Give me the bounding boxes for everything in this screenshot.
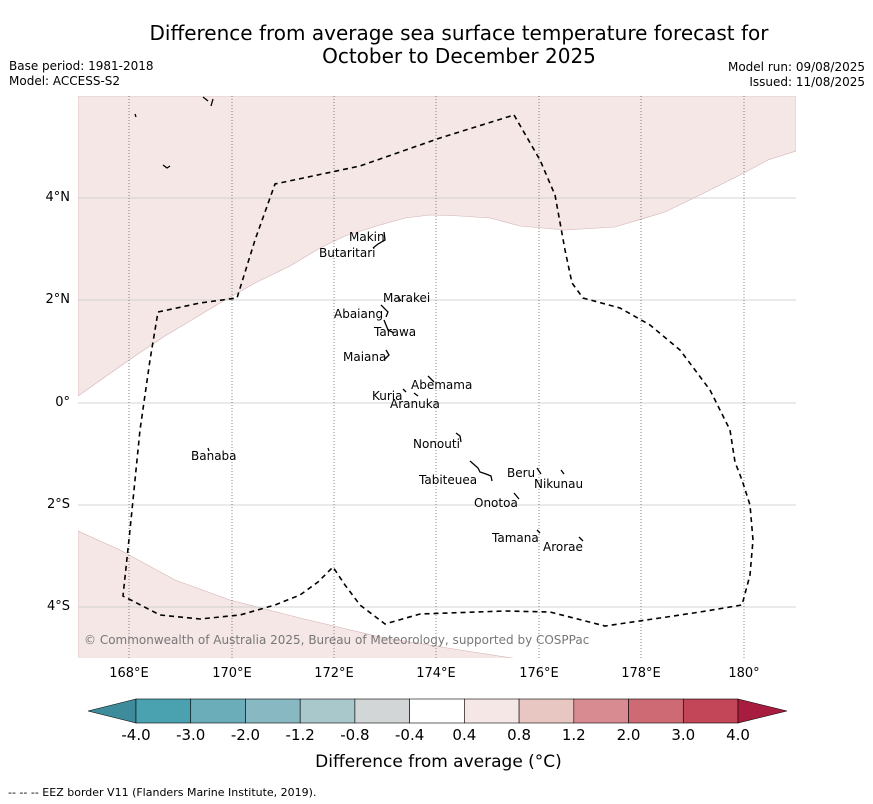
lon-label-172e: 172°E xyxy=(314,666,354,681)
island-coastlines xyxy=(134,96,584,542)
longitude-gridlines xyxy=(128,96,745,658)
place-beru: Beru xyxy=(507,466,535,480)
lon-label-178e: 178°E xyxy=(621,666,661,681)
colorbar-tick-label: -3.0 xyxy=(176,726,206,744)
lat-label-2s: 2°S xyxy=(46,497,70,512)
place-tarawa: Tarawa xyxy=(373,325,416,339)
colorbar-cell xyxy=(354,698,410,724)
colorbar-tick-label: -4.0 xyxy=(121,726,151,744)
model-name: Model: ACCESS-S2 xyxy=(9,74,121,88)
title-line-1: Difference from average sea surface temp… xyxy=(149,21,769,45)
place-abemama: Abemama xyxy=(411,378,472,392)
place-makin: Makin xyxy=(349,230,385,244)
colorbar-tick-label: 0.8 xyxy=(507,726,531,744)
colorbar-tick-label: -0.4 xyxy=(394,726,425,744)
title-line-2: October to December 2025 xyxy=(322,44,596,68)
lon-label-168e: 168°E xyxy=(109,666,149,681)
place-maiana: Maiana xyxy=(343,350,386,364)
colorbar-tick-label: -0.8 xyxy=(340,726,370,744)
colorbar-tick-label: 3.0 xyxy=(671,726,696,744)
colorbar-min-extend xyxy=(87,698,137,724)
colorbar-tick-label: -2.0 xyxy=(230,726,261,744)
lat-label-2n: 2°N xyxy=(45,292,71,307)
place-butaritari: Butaritari xyxy=(319,246,376,260)
place-marakei: Marakei xyxy=(383,291,430,305)
eez-border xyxy=(122,114,754,627)
colorbar-cell xyxy=(245,698,301,724)
lat-label-4s: 4°S xyxy=(46,599,70,614)
anomaly-region-north xyxy=(78,96,796,397)
place-kuria: Kuria xyxy=(372,389,403,403)
issued-date: Issued: 11/08/2025 xyxy=(749,75,865,89)
lon-label-170e: 170°E xyxy=(212,666,252,681)
right-metadata: Model run: 09/08/2025 Issued: 11/08/2025 xyxy=(728,60,865,90)
lon-label-174e: 174°E xyxy=(416,666,456,681)
colorbar-cell xyxy=(190,698,246,724)
left-metadata: Base period: 1981-2018 Model: ACCESS-S2 xyxy=(9,59,154,89)
lon-label-180: 180° xyxy=(728,666,760,681)
colorbar-cell xyxy=(409,698,465,724)
colorbar-cell xyxy=(135,698,192,724)
place-nikunau: Nikunau xyxy=(534,477,583,491)
colorbar-label: Difference from average (°C) xyxy=(315,752,562,772)
place-banaba: Banaba xyxy=(191,449,237,463)
copyright-notice: © Commonwealth of Australia 2025, Bureau… xyxy=(84,633,590,647)
colorbar-cell xyxy=(628,698,684,724)
colorbar-tick-label: 2.0 xyxy=(616,726,641,744)
colorbar-cell xyxy=(299,698,356,724)
place-tamana: Tamana xyxy=(491,531,539,545)
lat-label-0: 0° xyxy=(55,395,70,410)
colorbar-max-extend xyxy=(737,698,788,724)
place-arorae: Arorae xyxy=(543,540,583,554)
colorbar xyxy=(87,698,788,724)
colorbar-tick-label: 0.4 xyxy=(452,726,477,744)
colorbar-tick-label: 1.2 xyxy=(561,726,586,744)
colorbar-cell xyxy=(464,698,520,724)
place-nonouti: Nonouti xyxy=(413,437,460,451)
place-onotoa: Onotoa xyxy=(474,496,518,510)
place-tabiteuea: Tabiteuea xyxy=(418,473,477,487)
map-title: Difference from average sea surface temp… xyxy=(0,22,873,68)
colorbar-tick-label: 4.0 xyxy=(726,726,750,744)
place-aranuka: Aranuka xyxy=(390,397,440,411)
lon-label-176e: 176°E xyxy=(519,666,559,681)
colorbar-cell xyxy=(682,698,739,724)
place-abaiang: Abaiang xyxy=(334,307,383,321)
lat-label-4n: 4°N xyxy=(45,190,71,205)
model-run: Model run: 09/08/2025 xyxy=(727,60,865,74)
colorbar-cell xyxy=(518,698,575,724)
latitude-gridlines xyxy=(78,197,796,608)
base-period: Base period: 1981-2018 xyxy=(9,59,154,73)
eez-footnote: -- -- -- EEZ border V11 (Flanders Marine… xyxy=(8,786,317,799)
colorbar-cell xyxy=(573,698,629,724)
colorbar-tick-label: -1.2 xyxy=(285,726,315,744)
anomaly-region-south xyxy=(78,530,514,658)
